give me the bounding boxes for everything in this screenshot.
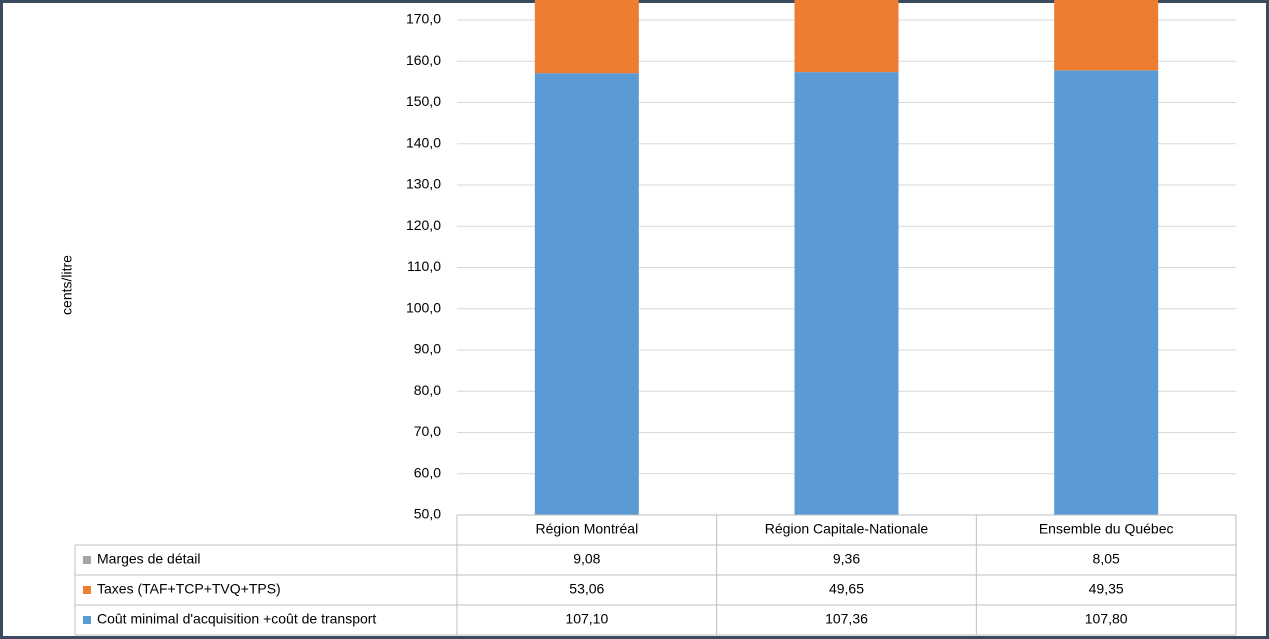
table-value: 107,80 [1085, 611, 1128, 627]
bar-segment [1054, 0, 1159, 71]
y-axis-label: cents/litre [59, 255, 75, 315]
y-tick-label: 100,0 [406, 299, 441, 315]
table-value: 107,10 [565, 611, 608, 627]
y-tick-label: 50,0 [414, 506, 441, 522]
legend-swatch [83, 586, 91, 594]
legend-label: Coût minimal d'acquisition +coût de tran… [97, 611, 376, 627]
bar-segment [534, 0, 639, 74]
category-label: Région Montréal [535, 521, 638, 537]
table-value: 107,36 [825, 611, 868, 627]
bar-segment [794, 0, 899, 73]
table-value: 49,35 [1089, 581, 1124, 597]
category-label: Région Capitale-Nationale [765, 521, 929, 537]
legend-swatch [83, 616, 91, 624]
y-tick-label: 170,0 [406, 11, 441, 27]
y-tick-label: 160,0 [406, 52, 441, 68]
y-tick-label: 110,0 [407, 258, 441, 274]
y-tick-label: 90,0 [414, 341, 441, 357]
y-tick-label: 60,0 [414, 464, 441, 480]
y-tick-label: 70,0 [414, 423, 441, 439]
table-value: 53,06 [569, 581, 604, 597]
bar-segment [794, 72, 899, 515]
table-value: 49,65 [829, 581, 864, 597]
y-tick-label: 150,0 [406, 93, 441, 109]
legend-swatch [83, 556, 91, 564]
legend-label: Marges de détail [97, 551, 201, 567]
y-tick-label: 120,0 [406, 217, 441, 233]
bar-segment [1054, 70, 1159, 515]
table-value: 8,05 [1093, 551, 1120, 567]
y-tick-label: 80,0 [414, 382, 441, 398]
legend-label: Taxes (TAF+TCP+TVQ+TPS) [97, 581, 281, 597]
table-value: 9,08 [573, 551, 600, 567]
y-tick-label: 140,0 [406, 134, 441, 150]
category-label: Ensemble du Québec [1039, 521, 1174, 537]
y-tick-label: 130,0 [406, 176, 441, 192]
bar-segment [534, 73, 639, 516]
table-value: 9,36 [833, 551, 860, 567]
